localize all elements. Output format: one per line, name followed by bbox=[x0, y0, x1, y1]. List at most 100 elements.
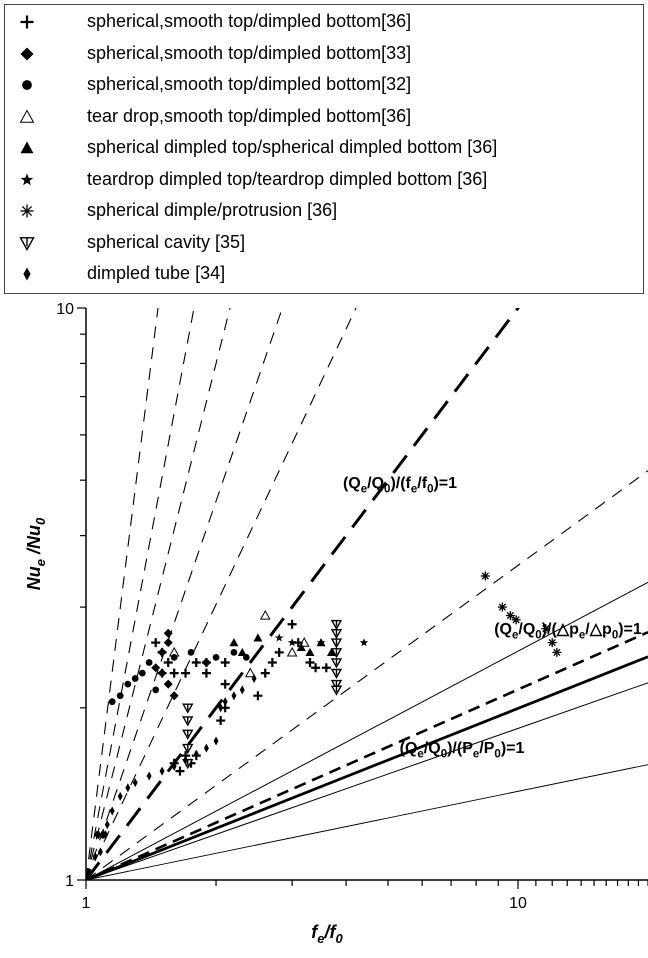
legend-marker bbox=[20, 204, 34, 218]
y-axis-title: Nue /Nu0 bbox=[24, 517, 48, 590]
data-point bbox=[131, 675, 139, 682]
legend-item: spherical,smooth top/dimpled bottom[36] bbox=[5, 8, 635, 36]
data-point bbox=[229, 638, 239, 647]
legend-marker bbox=[20, 141, 34, 154]
legend-marker-icon bbox=[19, 236, 35, 251]
data-point bbox=[146, 771, 152, 781]
data-point bbox=[330, 638, 343, 649]
data-point bbox=[169, 668, 179, 678]
legend-item: teardrop dimpled top/teardrop dimpled bo… bbox=[5, 166, 635, 194]
data-point bbox=[231, 691, 237, 701]
data-point bbox=[145, 659, 153, 666]
data-point bbox=[183, 755, 189, 765]
data-point bbox=[157, 668, 167, 678]
legend-item: spherical,smooth top/dimpled bottom[33] bbox=[5, 40, 635, 68]
data-point bbox=[330, 648, 343, 659]
data-point bbox=[104, 820, 110, 830]
data-point bbox=[541, 624, 551, 634]
data-point bbox=[157, 647, 167, 657]
legend-label: spherical,smooth top/dimpled bottom[36] bbox=[87, 11, 412, 31]
data-point bbox=[321, 663, 331, 673]
data-point bbox=[237, 647, 247, 656]
data-point bbox=[103, 830, 109, 840]
data-point bbox=[220, 679, 230, 689]
data-point bbox=[218, 703, 224, 713]
data-point bbox=[99, 830, 105, 840]
legend-marker-icon bbox=[20, 204, 34, 218]
data-point bbox=[182, 716, 194, 727]
legend-marker bbox=[20, 173, 34, 185]
data-point bbox=[330, 619, 343, 631]
legend-label: spherical,smooth top/dimpled bottom[33] bbox=[87, 42, 412, 63]
data-point bbox=[311, 663, 321, 673]
data-point bbox=[259, 609, 271, 620]
data-point bbox=[213, 736, 219, 746]
legend-marker-icon bbox=[20, 141, 34, 154]
data-point bbox=[260, 668, 270, 678]
data-point bbox=[222, 697, 228, 707]
guide-line bbox=[86, 308, 231, 880]
data-point bbox=[138, 669, 146, 677]
reference-line bbox=[86, 655, 648, 880]
legend-label: dimpled tube [34] bbox=[87, 263, 226, 283]
annotations: (Qe/Q0)/(fe/f0)=1 (Qe/Q0)/(△pe/△p0)=1 (Qe/… bbox=[343, 475, 642, 760]
data-point bbox=[116, 692, 124, 700]
reference-lines bbox=[86, 308, 648, 880]
data-point bbox=[287, 619, 297, 629]
data-point bbox=[274, 633, 284, 642]
data-points bbox=[92, 571, 562, 861]
data-point bbox=[480, 571, 490, 581]
legend-marker-icon bbox=[20, 173, 34, 185]
data-point bbox=[96, 830, 102, 840]
legend-label: spherical dimple/protrusion [36] bbox=[87, 200, 338, 220]
guide-line bbox=[86, 308, 283, 880]
data-point bbox=[296, 642, 306, 652]
data-point bbox=[181, 668, 191, 678]
data-point bbox=[286, 646, 298, 657]
legend-label: spherical,smooth top/dimpled bottom[32] bbox=[87, 74, 412, 94]
data-point bbox=[97, 847, 103, 857]
legend-marker bbox=[23, 267, 31, 281]
legend-item: dimpled tube [34] bbox=[5, 260, 635, 288]
data-point bbox=[187, 649, 195, 656]
data-point bbox=[117, 791, 123, 801]
data-point bbox=[201, 668, 211, 678]
legend-marker-icon bbox=[23, 267, 31, 281]
reference-line-label: (Qe/Q0)/(fe/f0)=1 bbox=[343, 475, 457, 495]
data-point bbox=[182, 743, 194, 755]
data-point bbox=[163, 638, 173, 648]
guide-line bbox=[86, 581, 648, 880]
data-point bbox=[182, 703, 194, 714]
data-point bbox=[220, 658, 230, 668]
x-axis-title: fe/f0 bbox=[311, 922, 343, 946]
guide-line bbox=[86, 682, 648, 880]
legend-label: spherical cavity [35] bbox=[87, 231, 246, 252]
data-point bbox=[125, 783, 131, 793]
data-point bbox=[505, 611, 515, 621]
data-point bbox=[251, 674, 257, 684]
data-point bbox=[108, 698, 116, 706]
axes: 1 10 1 10 fe/f0 Nue /Nu0 bbox=[24, 301, 648, 946]
guide-line bbox=[86, 308, 159, 880]
data-point bbox=[159, 766, 165, 776]
data-point bbox=[239, 685, 245, 695]
legend-marker-icon bbox=[22, 80, 32, 90]
y-tick-label: 1 bbox=[65, 873, 74, 890]
guide-line bbox=[86, 308, 195, 880]
legend-marker-icon bbox=[20, 47, 34, 60]
data-point bbox=[212, 654, 220, 661]
legend-marker bbox=[20, 47, 34, 60]
legend-label: spherical dimpled top/spherical dimpled … bbox=[87, 137, 498, 157]
data-point bbox=[497, 602, 507, 612]
data-point bbox=[253, 633, 263, 642]
data-point bbox=[511, 615, 521, 625]
data-point bbox=[305, 647, 315, 656]
data-point bbox=[169, 691, 179, 701]
data-point bbox=[151, 663, 161, 673]
legend-item: spherical dimple/protrusion [36] bbox=[5, 197, 635, 225]
data-point bbox=[330, 658, 343, 669]
data-point bbox=[253, 691, 263, 701]
data-point bbox=[152, 686, 160, 694]
data-point bbox=[230, 649, 238, 656]
